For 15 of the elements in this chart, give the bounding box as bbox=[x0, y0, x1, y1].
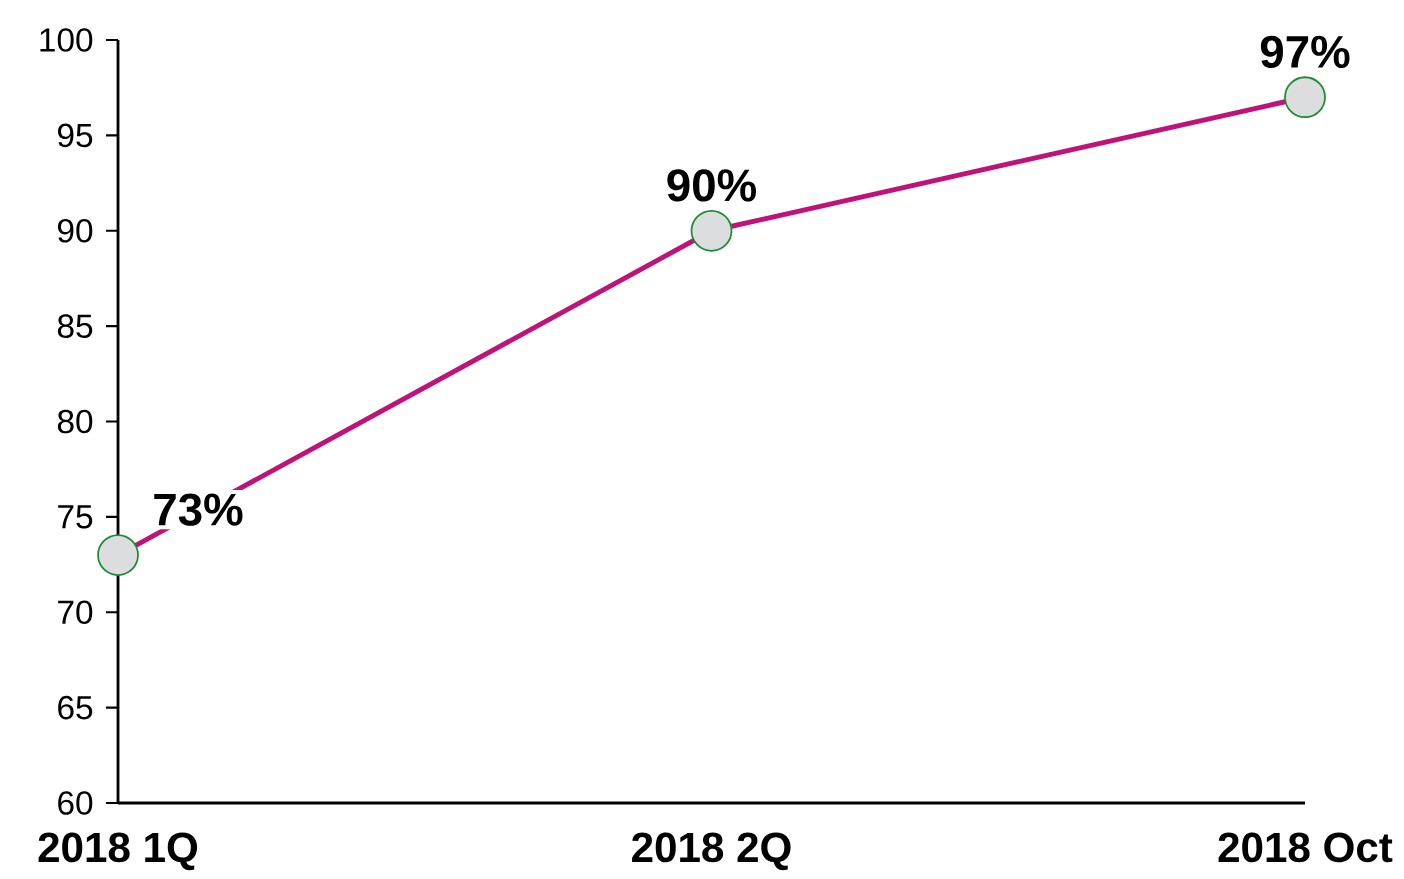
y-tick-label: 70 bbox=[58, 600, 93, 625]
data-label: 97% bbox=[1260, 35, 1350, 69]
y-tick-label: 75 bbox=[58, 505, 93, 529]
x-tick-label: 2018 Oct bbox=[1218, 832, 1393, 863]
y-tick-label: 80 bbox=[57, 409, 93, 434]
data-label: 90% bbox=[667, 169, 757, 202]
y-tick-label: 95 bbox=[58, 123, 93, 148]
y-tick-label: 60 bbox=[58, 791, 93, 815]
x-tick-label: 2018 2Q bbox=[632, 832, 791, 871]
y-tick-label: 85 bbox=[57, 314, 93, 338]
x-tick-label: 2018 1Q bbox=[38, 832, 198, 871]
y-tick-label: 65 bbox=[58, 695, 93, 720]
data-label: 73% bbox=[154, 493, 243, 526]
y-tick-label: 100 bbox=[40, 28, 93, 52]
y-tick-label: 90 bbox=[58, 218, 93, 243]
